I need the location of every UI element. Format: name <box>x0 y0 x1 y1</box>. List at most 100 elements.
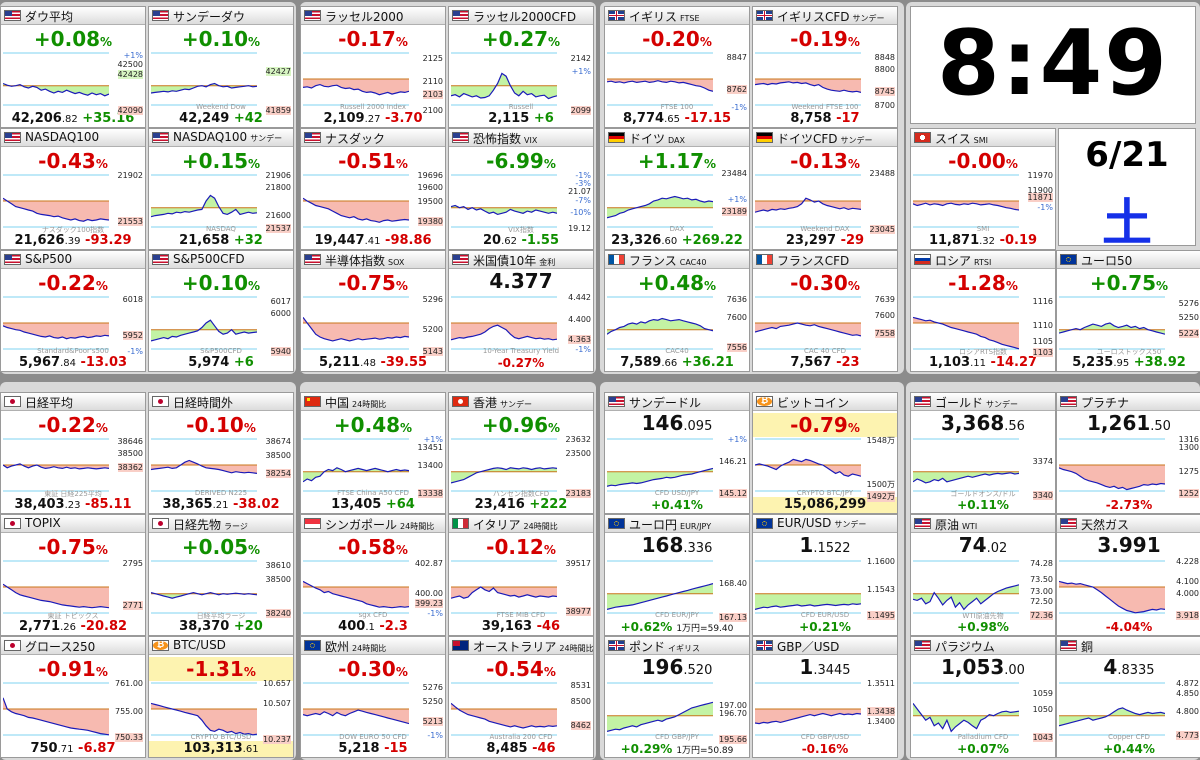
axis-label: 2110 <box>422 77 443 86</box>
tile-europe[interactable]: 欧州 24時間比 -0.30% 5,218 -15 5276 5250 5213 -1% DOW… <box>300 636 446 758</box>
flag-us-icon <box>304 254 321 265</box>
change-percent: +0.75% <box>1089 271 1169 295</box>
tile-natgas[interactable]: 天然ガス 3.991 -4.04% 4.228 4.100 4.000 3.918 <box>1056 514 1200 636</box>
tile-name: オーストラリア <box>473 640 557 654</box>
chart-watermark: FTSE 100 <box>660 103 694 111</box>
tile-header: 恐怖指数 VIX <box>449 129 593 147</box>
axis-label: 5276 <box>1178 299 1199 308</box>
tile-copper[interactable]: 銅 4.8335 +0.44% 4.872 4.850 4.800 4.773 Copper … <box>1056 636 1200 758</box>
tile-australia[interactable]: オーストラリア 24時間比 -0.54% 8,485 -46 8531 8500 8462 A… <box>448 636 594 758</box>
axis-label: 21.07 <box>568 187 591 196</box>
tile-r2000[interactable]: ラッセル2000 -0.17% 2,109.27 -3.70 2125 2110 2103… <box>300 6 446 128</box>
tile-eurusd[interactable]: EUR/USD サンデー 1.1522 +0.21% 1.1600 1.1543 1.149… <box>752 514 898 636</box>
axis-label: 42427 <box>265 67 291 76</box>
tile-name: イギリス <box>629 10 678 24</box>
change-percent: +0.96% <box>481 413 561 437</box>
tile-name: EUR/USD <box>777 516 832 530</box>
tile-header: 半導体指数 SOX <box>301 251 445 269</box>
tile-vix[interactable]: 恐怖指数 VIX -6.99% 20.62 -1.55 -1% -3% 21.07 -7% -1… <box>448 128 594 250</box>
tile-title: ポンド イギリス <box>629 638 700 655</box>
price-line: 5,211.48 -39.55 <box>318 355 428 370</box>
tile-ftse[interactable]: イギリス FTSE -0.20% 8,774.65 -17.15 8847 8762 -1%… <box>604 6 750 128</box>
tile-gold[interactable]: ゴールド サンデー 3,368.56 +0.11% 3374 3340 ゴールドオンス/ドル <box>910 392 1056 514</box>
tile-euro50[interactable]: ユーロ50 +0.75% 5,235.95 +38.92 5276 5250 5224 ユー… <box>1056 250 1200 372</box>
tile-header: 天然ガス <box>1057 515 1200 533</box>
tile-sundow[interactable]: サンデーダウ +0.10% 42,249 +42 42427 41859 Weekend … <box>148 6 294 128</box>
tile-gbpjpy[interactable]: ポンド イギリス 196.520 +0.29% 1万円=50.89 197.00 196.7… <box>604 636 750 758</box>
tile-china[interactable]: 中国 24時間比 +0.48% 13,405 +64 +1% 13451 13400 1333… <box>300 392 446 514</box>
tile-daxcfd[interactable]: ドイツCFD サンデー -0.13% 23,297 -29 23488 23045 Week… <box>752 128 898 250</box>
flag-jp-icon <box>4 396 21 407</box>
axis-label: 2771 <box>122 601 143 610</box>
tile-hongkong[interactable]: 香港 サンデー +0.96% 23,416 +222 23632 23500 23183 ハン… <box>448 392 594 514</box>
tile-cac40[interactable]: フランス CAC40 +0.48% 7,589.66 +36.21 7636 7600 75… <box>604 250 750 372</box>
tile-sp500[interactable]: S&P500 -0.22% 5,967.84 -13.03 6018 5952 -1% St… <box>0 250 146 372</box>
tile-name: 中国 <box>325 396 350 410</box>
axis-label: 1.1543 <box>867 585 895 594</box>
price-line: 400.1 -2.3 <box>338 619 408 634</box>
tile-nikkeifut[interactable]: 日経先物 ラージ +0.05% 38,370 +20 38610 38500 38240 日経… <box>148 514 294 636</box>
tile-dax[interactable]: ドイツ DAX +1.17% 23,326.60 +269.22 23484 +1% 231… <box>604 128 750 250</box>
tile-nasdaq100sun[interactable]: NASDAQ100 サンデー +0.15% 21,658 +32 21906 21800 2… <box>148 128 294 250</box>
price-line-series <box>451 702 557 729</box>
price-line-series <box>3 197 109 222</box>
tile-topix[interactable]: TOPIX -0.75% 2,771.26 -20.82 2795 2771 東証 トピッ… <box>0 514 146 636</box>
tile-crude[interactable]: 原油 WTI 74.02 +0.98% 74.28 73.50 73.00 72.50 72.3… <box>910 514 1056 636</box>
axis-label: 1043 <box>1032 733 1053 742</box>
tile-us10y[interactable]: 米国債10年 金利 4.377 -0.27% 4.442 4.400 4.363 -1% 10-… <box>448 250 594 372</box>
chart-watermark: FTSE China A50 CFD <box>337 489 409 497</box>
tile-sp500cfd[interactable]: S&P500CFD +0.10% 5,974 +6 6017 6000 5940 S&P50… <box>148 250 294 372</box>
tile-growth250[interactable]: グロース250 -0.91% 750.71 -6.87 761.00 755.00 750… <box>0 636 146 758</box>
tile-rtsi[interactable]: ロシア RTSI -1.28% 1,103.11 -14.27 1116 1110 1105… <box>910 250 1056 372</box>
tile-name: ドイツ <box>629 132 666 146</box>
tile-ftsecfd[interactable]: イギリスCFD サンデー -0.19% 8,758 -17 8848 8800 8745 87… <box>752 6 898 128</box>
price-value: 1.1522 <box>799 533 851 557</box>
price-line: 23,416 +222 <box>474 497 568 512</box>
mini-chart <box>303 560 409 614</box>
tile-gbpusd[interactable]: GBP／USD 1.3445 -0.16% 1.3511 1.3438 1.3400 CFD… <box>752 636 898 758</box>
tile-platinum[interactable]: プラチナ 1,261.50 -2.73% 1316 1300 1275 1252 <box>1056 392 1200 514</box>
mini-chart <box>3 174 109 228</box>
tile-title: 日経先物 ラージ <box>173 516 248 533</box>
tile-r2000cfd[interactable]: ラッセル2000CFD +0.27% 2,115 +6 2142 +1% 2099 Russ… <box>448 6 594 128</box>
tile-nasdaq[interactable]: ナスダック -0.51% 19,447.41 -98.86 19696 19600 195… <box>300 128 446 250</box>
tile-sunusdjpy[interactable]: サンデードル 146.095 +0.41% +1% 146.21 145.12 CFD US… <box>604 392 750 514</box>
tile-name: ロシア <box>935 254 972 268</box>
price-line-series <box>303 317 409 342</box>
tile-eurjpy[interactable]: ユーロ円 EUR/JPY 168.336 +0.62% 1万円=59.40 168.40 1… <box>604 514 750 636</box>
tile-title: ラッセル2000 <box>325 8 407 25</box>
axis-label: 72.36 <box>1030 611 1053 620</box>
tile-bitcoin[interactable]: ₿ ビットコイン -0.79% 15,086,299 1548万 1500万 1492万 CR… <box>752 392 898 514</box>
tile-header: ポンド イギリス <box>605 637 749 655</box>
flag-fr-icon <box>608 254 625 265</box>
tile-subtitle: VIX <box>524 136 538 145</box>
axis-label: 402.87 <box>415 559 443 568</box>
tile-smi[interactable]: スイス SMI -0.00% 11,871.32 -0.19 11970 11900 118… <box>910 128 1056 250</box>
tile-title: NASDAQ100 サンデー <box>173 130 282 144</box>
tile-btcusd[interactable]: ₿ BTC/USD -1.31% 103,313.61 10.657 10.507 10.2… <box>148 636 294 758</box>
tile-title: ラッセル2000CFD <box>473 8 579 25</box>
chart-watermark: DERIVED N225 <box>194 489 248 497</box>
price-line: 5,218 -15 <box>338 741 408 756</box>
price-line-series <box>755 322 861 337</box>
tile-palladium[interactable]: パラジウム 1,053.00 +0.07% 1059 1050 1043 Palladium… <box>910 636 1056 758</box>
axis-label: 8700 <box>874 101 895 110</box>
tile-cac40cfd[interactable]: フランスCFD -0.30% 7,567 -23 7639 7600 7558 CAC 40… <box>752 250 898 372</box>
tile-nikkei[interactable]: 日経平均 -0.22% 38,403.23 -85.11 38646 38500 3836… <box>0 392 146 514</box>
axis-label: 21537 <box>265 224 291 233</box>
flag-sg-icon <box>304 518 321 529</box>
clock-panel: 8:49 <box>910 6 1196 124</box>
tile-name: ラッセル2000CFD <box>473 10 577 24</box>
tile-nikkeiafter[interactable]: 日経時間外 -0.10% 38,365.21 -38.02 38674 38500 382… <box>148 392 294 514</box>
tile-nasdaq100[interactable]: NASDAQ100 -0.43% 21,626.39 -93.29 21902 2155… <box>0 128 146 250</box>
tile-singapore[interactable]: シンガポール 24時間比 -0.58% 400.1 -2.3 402.87 400.00 3… <box>300 514 446 636</box>
tile-name: ゴールド <box>935 396 984 410</box>
tile-dow[interactable]: ダウ平均 +0.08% 42,206.82 +35.16 +1% 42500 42428 4… <box>0 6 146 128</box>
tile-italy[interactable]: イタリア 24時間比 -0.12% 39,163 -46 39517 38977 FTSE … <box>448 514 594 636</box>
price-line-series <box>151 319 257 342</box>
price-line-series <box>151 194 257 218</box>
chart-watermark: Weekend DAX <box>800 225 850 233</box>
price-line-series <box>451 586 557 599</box>
chart-area <box>451 323 557 340</box>
tile-sox[interactable]: 半導体指数 SOX -0.75% 5,211.48 -39.55 5296 5200 514… <box>300 250 446 372</box>
